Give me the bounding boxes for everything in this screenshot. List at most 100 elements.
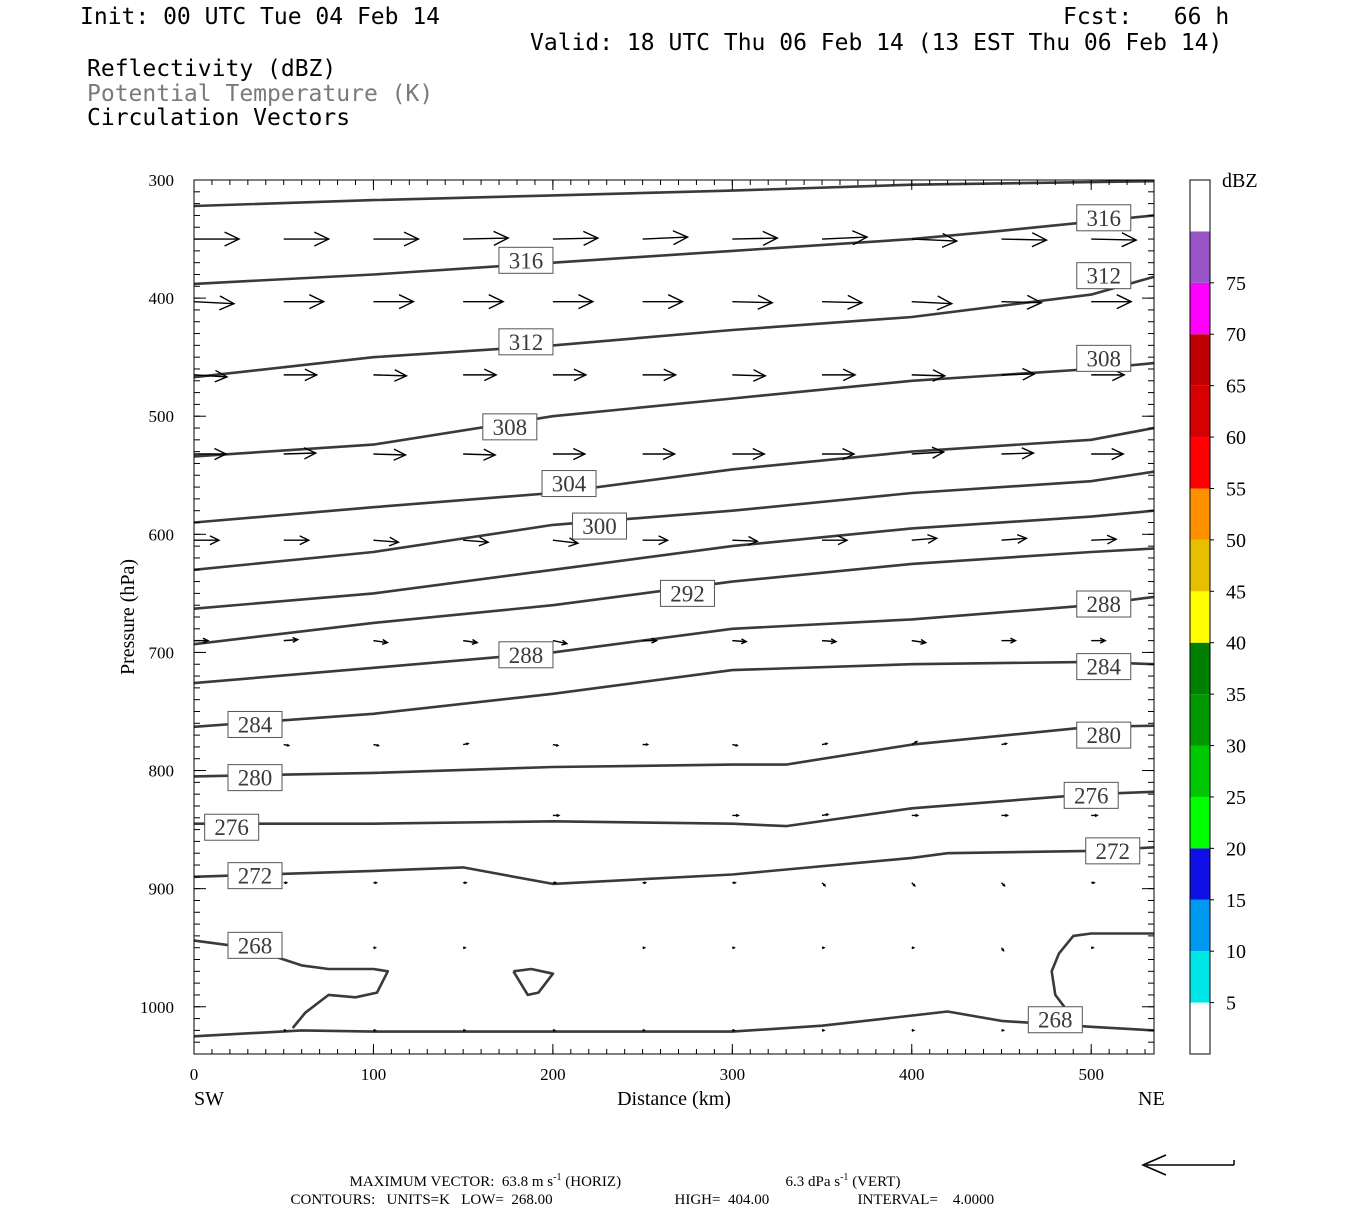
vector-arrow-8-6 [821,882,827,887]
vector-arrow-5-5 [642,637,659,644]
contour-label-14: 280 [227,764,283,792]
vector-arrow-0-8 [911,232,959,249]
colorbar-swatch-15 [1190,231,1210,283]
vector-arrow-2-2 [373,369,409,382]
svg-text:308: 308 [493,415,528,440]
theta-contour-268-16 [1050,932,1154,1008]
colorbar-swatch-2 [1190,899,1210,952]
contour-units: UNITS=K [386,1192,450,1208]
vector-arrow-3-3 [463,448,497,461]
vector-arrow-3-2 [373,448,408,461]
vector-arrow-2-1 [283,368,319,382]
colorbar-swatch-10 [1190,488,1210,540]
svg-text:268: 268 [238,933,273,958]
vector-arrow-1-8 [911,295,954,311]
theta-contour-292-7 [194,547,1154,646]
colorbar-swatch-13 [1190,334,1210,386]
vector-arrow-3-7 [822,447,856,461]
contour-label-2: 312 [1076,262,1132,290]
colorbar-tick-5: 5 [1226,993,1236,1015]
vector-arrow-7-3 [911,813,920,818]
vector-arrow-5-9 [1001,637,1018,644]
vector-arrow-5-3 [463,638,479,645]
svg-text:280: 280 [238,766,273,791]
contour-label-20: 268 [1027,1006,1083,1034]
vector-arrow-6-5 [732,743,739,747]
theta-contour-268-15 [512,967,555,997]
vector-arrow-10-7 [911,1028,916,1032]
contour-label-19: 268 [227,931,283,959]
y-tick-300: 300 [149,171,175,190]
vector-arrow-2-6 [732,369,767,382]
high-line: HIGH= 404.00 [667,1178,770,1208]
vector-arrow-1-4 [552,294,595,310]
vector-arrow-5-4 [552,639,569,646]
colorbar-swatch-14 [1190,282,1210,335]
vector-arrow-4-8 [911,533,939,544]
svg-text:288: 288 [509,643,544,668]
svg-text:316: 316 [509,248,544,273]
vector-arrow-4-9 [1001,533,1029,544]
vector-arrow-3-0 [194,447,228,461]
colorbar-swatch-11 [1190,437,1210,489]
vector-arrow-7-2 [821,813,830,817]
svg-text:304: 304 [552,472,587,497]
x-tick-400: 400 [899,1065,925,1084]
theta-contours [194,180,1154,1038]
vector-arrow-9-0 [373,946,378,950]
vector-arrow-8-1 [373,881,379,885]
contour-label-17: 272 [1085,837,1141,865]
x-tick-300: 300 [720,1065,746,1084]
horiz-unit: m s [531,1174,554,1190]
vector-arrow-0-7 [822,230,869,246]
svg-text:292: 292 [670,581,705,606]
theta-contour-296-6 [194,509,1154,610]
svg-text:276: 276 [214,815,249,840]
high-value: 404.00 [727,1192,770,1208]
contour-label-7: 300 [572,512,628,540]
colorbar-tick-25: 25 [1226,787,1246,809]
colorbar-swatch-6 [1190,694,1210,746]
vector-arrow-10-0 [283,1028,288,1032]
vector-arrow-2-0 [194,369,229,383]
svg-text:280: 280 [1087,723,1122,748]
vector-arrow-1-1 [283,294,326,310]
vector-arrow-6-7 [911,740,919,746]
field-potential-temperature: Potential Temperature (K) [87,81,434,107]
colorbar-tick-75: 75 [1226,273,1246,295]
vector-arrow-5-8 [911,638,928,645]
vector-arrow-6-2 [463,742,470,746]
interval-value: 4.0000 [952,1192,995,1208]
contour-label-4: 308 [1076,344,1132,372]
contour-label-6: 304 [541,470,597,498]
contours-line: CONTOURS: UNITS=K LOW= 268.00 [283,1178,553,1208]
vert-vector-line: 6.3 dPa s-1 (VERT) [778,1158,901,1190]
svg-text:316: 316 [1087,206,1122,231]
high-label: HIGH= [674,1192,721,1208]
vector-arrow-5-7 [821,638,838,645]
y-tick-900: 900 [149,880,175,899]
colorbar-tick-45: 45 [1226,581,1246,603]
vector-arrow-8-3 [552,881,558,885]
contour-label-16: 276 [204,813,260,841]
vector-arrow-1-7 [822,294,864,310]
colorbar-tick-70: 70 [1226,324,1246,346]
vector-arrow-4-4 [552,537,580,548]
vector-arrow-5-10 [1091,637,1107,644]
axes: 0 100 200 300 400 500 300 400 500 600 700 800 900 100… [140,171,1154,1084]
x-tick-500: 500 [1078,1065,1104,1084]
sw-end-label: SW [194,1088,224,1110]
theta-contour-312-2 [194,275,1154,379]
colorbar-tick-65: 65 [1226,376,1246,398]
colorbar-swatch-3 [1190,848,1210,900]
colorbar-swatch-5 [1190,745,1210,797]
vector-arrow-7-0 [552,813,561,818]
field-circulation-vectors: Circulation Vectors [87,105,351,131]
vector-arrow-2-5 [642,368,678,382]
theta-contour-276-11 [194,790,1154,828]
contour-label-1: 316 [498,246,554,274]
colorbar-tick-20: 20 [1226,838,1246,860]
low-label: LOW= [461,1192,504,1208]
vector-arrow-0-5 [642,230,690,246]
vector-arrow-0-10 [1091,232,1138,248]
